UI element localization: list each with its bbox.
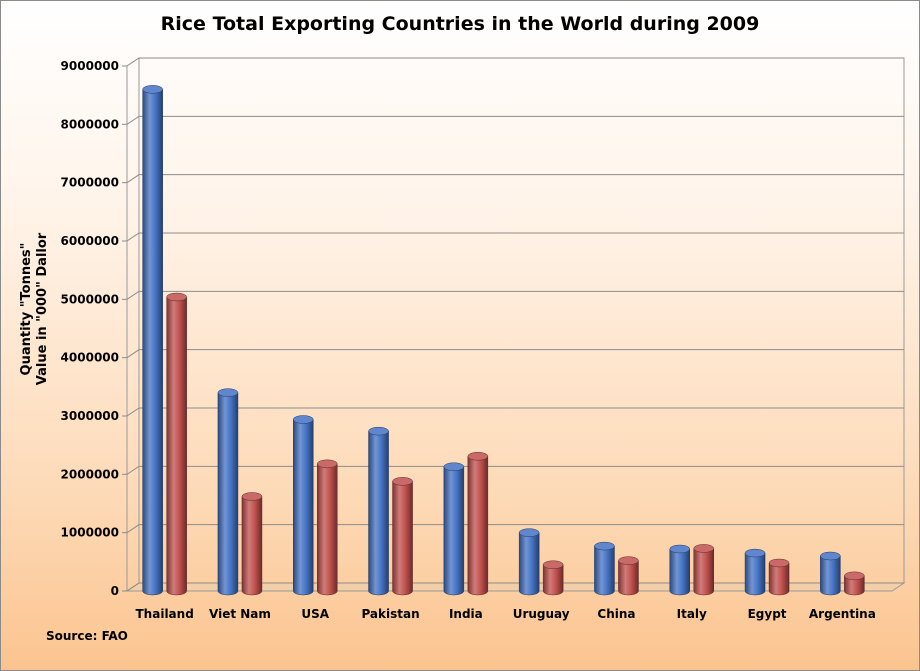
bar-thailand-series-1 bbox=[142, 89, 163, 596]
gridline bbox=[126, 115, 904, 125]
bar-india-series-1 bbox=[443, 466, 465, 596]
y-tick-label: 3000000 bbox=[61, 409, 119, 423]
bar-italy-series-2 bbox=[693, 548, 714, 596]
gridline bbox=[126, 290, 904, 300]
gridline bbox=[126, 349, 904, 359]
bar-usa-series-1 bbox=[293, 419, 314, 596]
y-tick-label: 6000000 bbox=[61, 234, 119, 248]
bar-top-india-series-2 bbox=[467, 452, 489, 461]
x-tick-label: Viet Nam bbox=[209, 607, 271, 621]
bar-top-pakistan-series-1 bbox=[368, 426, 389, 436]
gridline bbox=[126, 582, 904, 592]
bar-top-usa-series-2 bbox=[317, 459, 338, 469]
bar-viet-nam-series-2 bbox=[241, 496, 263, 596]
y-tick-label: 4000000 bbox=[61, 351, 119, 365]
gridline bbox=[126, 524, 904, 534]
bar-pakistan-series-1 bbox=[368, 430, 389, 596]
gridline bbox=[126, 232, 904, 242]
x-tick-label: Pakistan bbox=[361, 607, 419, 621]
bar-egypt-series-1 bbox=[744, 552, 766, 596]
bar-top-usa-series-1 bbox=[293, 415, 314, 424]
bar-top-argentina-series-1 bbox=[820, 551, 841, 561]
bar-china-series-2 bbox=[618, 560, 639, 596]
x-tick-label: Uruguay bbox=[513, 607, 570, 621]
y-tick-label: 1000000 bbox=[61, 526, 119, 540]
bar-thailand-series-2 bbox=[166, 296, 187, 596]
y-tick-label: 5000000 bbox=[61, 292, 119, 306]
gridline bbox=[126, 174, 904, 184]
bar-top-pakistan-series-2 bbox=[392, 477, 413, 486]
bar-egypt-series-2 bbox=[768, 562, 790, 596]
bar-india-series-2 bbox=[467, 456, 489, 596]
y-tick-label: 0 bbox=[111, 584, 119, 598]
x-tick-label: Thailand bbox=[136, 607, 194, 621]
x-tick-label: Italy bbox=[677, 607, 707, 621]
bar-usa-series-2 bbox=[317, 463, 338, 596]
bar-top-thailand-series-1 bbox=[142, 85, 163, 94]
bar-top-viet-nam-series-1 bbox=[217, 388, 239, 397]
bar-top-india-series-1 bbox=[443, 462, 465, 471]
x-tick-label: USA bbox=[301, 607, 329, 621]
bar-argentina-series-2 bbox=[844, 575, 865, 596]
bar-top-egypt-series-1 bbox=[744, 548, 766, 558]
x-tick-label: India bbox=[449, 607, 483, 621]
bar-china-series-1 bbox=[594, 545, 615, 596]
y-tick-label: 8000000 bbox=[61, 117, 119, 131]
chart-title: Rice Total Exporting Countries in the Wo… bbox=[160, 13, 760, 35]
x-tick-label: China bbox=[597, 607, 635, 621]
y-tick-label: 9000000 bbox=[61, 59, 119, 73]
bar-top-china-series-2 bbox=[618, 556, 639, 565]
bar-viet-nam-series-1 bbox=[217, 392, 239, 596]
x-tick-label: Egypt bbox=[748, 607, 787, 621]
bar-pakistan-series-2 bbox=[392, 481, 413, 596]
bar-top-viet-nam-series-2 bbox=[241, 492, 263, 501]
bar-top-egypt-series-2 bbox=[768, 558, 790, 568]
gridline bbox=[126, 57, 904, 67]
bar-top-thailand-series-2 bbox=[166, 292, 187, 302]
bar-top-argentina-series-2 bbox=[844, 571, 865, 581]
bar-top-uruguay-series-2 bbox=[542, 560, 564, 569]
y-tick-label: 7000000 bbox=[61, 176, 119, 190]
y-tick-label: 2000000 bbox=[61, 467, 119, 481]
bar-uruguay-series-1 bbox=[518, 532, 540, 596]
bar-top-china-series-1 bbox=[594, 541, 615, 551]
gridline bbox=[126, 407, 904, 417]
bar-uruguay-series-2 bbox=[542, 564, 564, 596]
bar-top-italy-series-2 bbox=[693, 544, 714, 553]
bar-italy-series-1 bbox=[669, 548, 690, 596]
bar-top-uruguay-series-1 bbox=[518, 528, 540, 537]
bar-top-italy-series-1 bbox=[669, 544, 690, 554]
source-note: Source: FAO bbox=[46, 629, 128, 643]
x-tick-label: Argentina bbox=[809, 607, 876, 621]
bar-argentina-series-1 bbox=[820, 555, 841, 596]
gridline bbox=[126, 465, 904, 475]
